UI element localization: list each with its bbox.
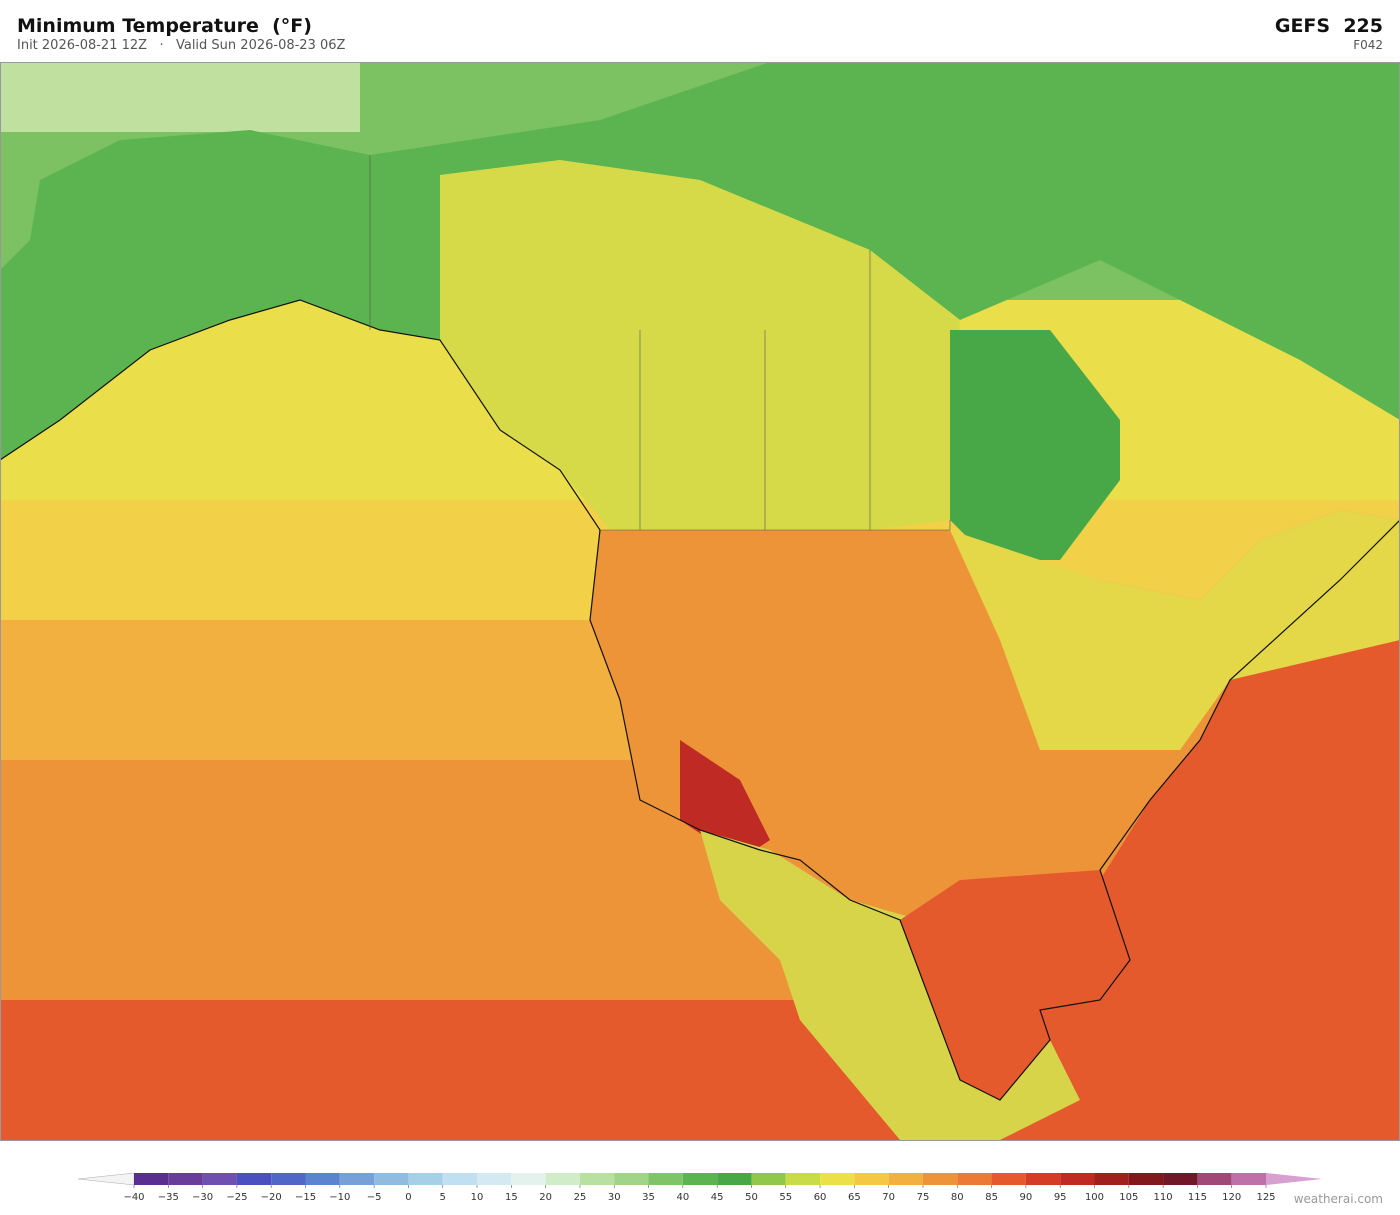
north-canada-field bbox=[370, 62, 1400, 420]
temperature-field bbox=[0, 62, 1400, 1140]
colorbar-segment bbox=[271, 1173, 306, 1185]
colorbar-tick-label: 75 bbox=[917, 1192, 930, 1203]
atlantic-field bbox=[1100, 640, 1400, 1140]
colorbar-tick-label: −40 bbox=[123, 1192, 144, 1203]
forecast-hour: F042 bbox=[1353, 38, 1383, 52]
colorbar-segment bbox=[545, 1173, 580, 1185]
colorbar-segment bbox=[1163, 1173, 1198, 1185]
model-label: GEFS 225 bbox=[1274, 15, 1383, 37]
colorbar-tick-label: −15 bbox=[295, 1192, 316, 1203]
colorbar-segment bbox=[202, 1173, 237, 1185]
colorbar-under bbox=[77, 1172, 135, 1186]
colorbar-tick-label: −35 bbox=[158, 1192, 179, 1203]
colorbar-tick-label: 25 bbox=[574, 1192, 587, 1203]
colorbar-tick-label: −20 bbox=[261, 1192, 282, 1203]
desert-field bbox=[680, 740, 770, 860]
colorbar-segment bbox=[408, 1173, 443, 1185]
gulf-field bbox=[900, 870, 1130, 1100]
hudson-field bbox=[950, 330, 1120, 560]
colorbar-tick-label: 30 bbox=[608, 1192, 621, 1203]
alaska-field bbox=[0, 130, 440, 460]
colorbar-segment bbox=[751, 1173, 786, 1185]
colorbar-segment bbox=[1094, 1173, 1129, 1185]
colorbar-segment bbox=[579, 1173, 615, 1185]
colorbar-tick-label: −30 bbox=[192, 1192, 213, 1203]
colorbar-tick-label: −25 bbox=[226, 1192, 247, 1203]
colorbar-segment bbox=[305, 1173, 340, 1185]
colorbar-segment bbox=[991, 1173, 1026, 1185]
map-title: Minimum Temperature (°F) bbox=[17, 15, 312, 37]
colorbar-tick-label: 15 bbox=[505, 1192, 518, 1203]
east-us-field bbox=[950, 510, 1400, 750]
colorbar-segment bbox=[339, 1173, 375, 1185]
colorbar-segment bbox=[820, 1173, 855, 1185]
colorbar-segment bbox=[1128, 1173, 1164, 1185]
colorbar-segment bbox=[374, 1173, 409, 1185]
credit: weatherai.com bbox=[1293, 1192, 1383, 1206]
coastline bbox=[0, 299, 1400, 1101]
colorbar-tick-label: 50 bbox=[745, 1192, 758, 1203]
colorbar-tick-label: 65 bbox=[848, 1192, 861, 1203]
colorbar-segment bbox=[1025, 1173, 1061, 1185]
west-canada-field bbox=[440, 160, 960, 530]
colorbar-segment bbox=[1060, 1173, 1095, 1185]
colorbar-segment bbox=[854, 1173, 889, 1185]
colorbar-tick-label: 45 bbox=[711, 1192, 724, 1203]
colorbar-tick-label: 125 bbox=[1256, 1192, 1275, 1203]
colorbar-segment bbox=[1231, 1173, 1266, 1185]
colorbar-segment bbox=[717, 1173, 752, 1185]
colorbar-tick-label: −10 bbox=[329, 1192, 350, 1203]
colorbar-segment bbox=[888, 1173, 923, 1185]
colorbar-tick-label: 55 bbox=[779, 1192, 792, 1203]
colorbar-tick-label: 95 bbox=[1054, 1192, 1067, 1203]
colorbar-tick-label: 120 bbox=[1222, 1192, 1241, 1203]
colorbar-tick-label: 10 bbox=[471, 1192, 484, 1203]
borders bbox=[369, 155, 951, 531]
colorbar-tick-label: 90 bbox=[1020, 1192, 1033, 1203]
map-subtitle: Init 2026-08-21 12Z · Valid Sun 2026-08-… bbox=[17, 38, 346, 53]
colorbar-segment bbox=[134, 1173, 169, 1185]
mexico-field bbox=[700, 830, 1080, 1140]
colorbar-tick-label: 40 bbox=[676, 1192, 689, 1203]
colorbar-segment bbox=[442, 1173, 478, 1185]
colorbar-segment bbox=[922, 1173, 958, 1185]
colorbar-segment bbox=[168, 1173, 203, 1185]
colorbar-tick-label: 110 bbox=[1154, 1192, 1173, 1203]
colorbar-segment bbox=[957, 1173, 992, 1185]
colorbar-tick-label: −5 bbox=[367, 1192, 382, 1203]
colorbar-tick-label: 60 bbox=[814, 1192, 827, 1203]
colorbar-tick-label: 20 bbox=[539, 1192, 552, 1203]
colorbar-tick-label: 85 bbox=[985, 1192, 998, 1203]
colorbar-over bbox=[1266, 1173, 1322, 1185]
colorbar-tick-label: 80 bbox=[951, 1192, 964, 1203]
colorbar-segment bbox=[648, 1173, 683, 1185]
colorbar-segment bbox=[785, 1173, 821, 1185]
colorbar-tick-label: 105 bbox=[1119, 1192, 1138, 1203]
colorbar-tick-label: 115 bbox=[1188, 1192, 1207, 1203]
colorbar-segment bbox=[477, 1173, 512, 1185]
colorbar-segment bbox=[1197, 1173, 1232, 1185]
colorbar-tick-label: 70 bbox=[882, 1192, 895, 1203]
colorbar-tick-label: 100 bbox=[1085, 1192, 1104, 1203]
colorbar-tick-label: 35 bbox=[642, 1192, 655, 1203]
colorbar-segment bbox=[511, 1173, 546, 1185]
colorbar-segment bbox=[236, 1173, 272, 1185]
field-band bbox=[0, 62, 360, 132]
colorbar-segment bbox=[682, 1173, 718, 1185]
colorbar-segment bbox=[614, 1173, 649, 1185]
colorbar-tick-label: 0 bbox=[405, 1192, 411, 1203]
colorbar-tick-label: 5 bbox=[440, 1192, 446, 1203]
